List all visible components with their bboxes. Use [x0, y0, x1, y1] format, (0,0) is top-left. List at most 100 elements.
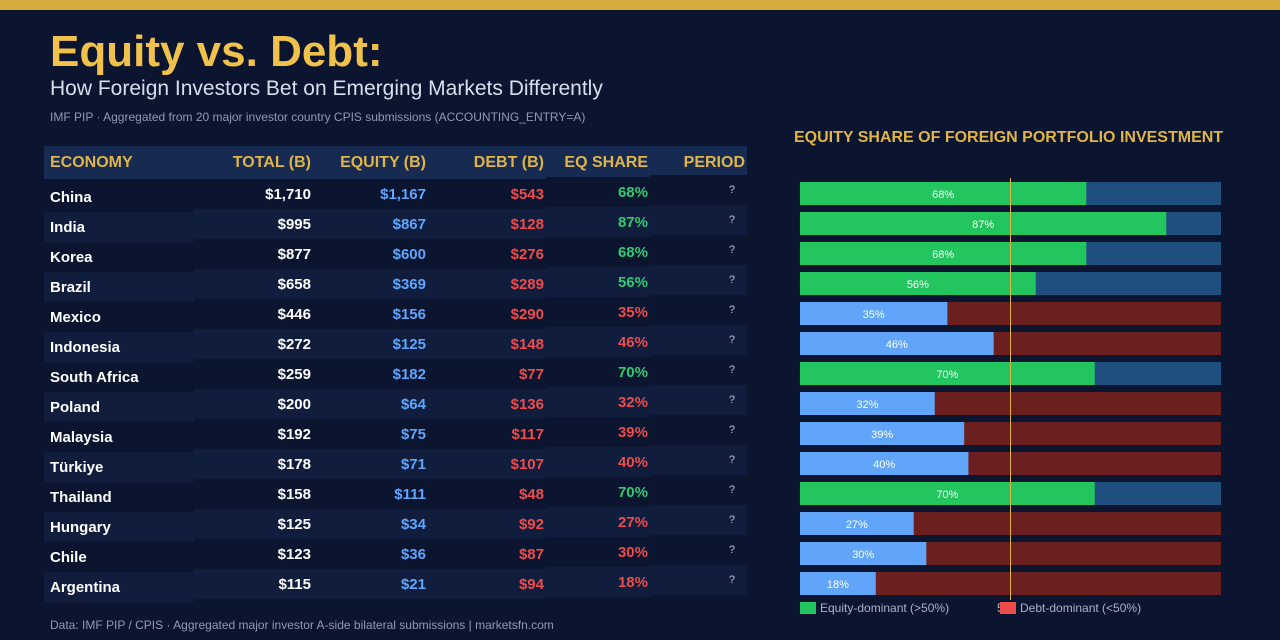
bar-equity-share — [800, 512, 914, 535]
cell-economy: Türkiye — [44, 452, 194, 482]
chart-title: EQUITY SHARE OF FOREIGN PORTFOLIO INVEST… — [794, 129, 1224, 146]
table-row: Poland $200 $64 $136 32%? — [44, 385, 747, 422]
cell-equity: $64 — [313, 389, 428, 419]
cell-debt: $87 — [428, 539, 546, 569]
cell-eq-share: 35% — [546, 297, 650, 327]
cell-equity: $156 — [313, 299, 428, 329]
cell-period: ? — [650, 505, 747, 535]
cell-period: ? — [650, 385, 747, 415]
cell-equity: $36 — [313, 539, 428, 569]
cell-period: ? — [650, 205, 747, 235]
column-header-total: TOTAL (B) — [194, 146, 313, 179]
bar-equity-share — [800, 542, 927, 565]
cell-total: $272 — [194, 329, 313, 359]
cell-economy: India — [44, 212, 194, 242]
cell-eq-share: 68% — [546, 237, 650, 267]
cell-period: ? — [650, 355, 747, 385]
bar-equity-share — [800, 452, 969, 475]
cell-total: $259 — [194, 359, 313, 389]
column-header-economy: ECONOMY — [44, 146, 194, 179]
cell-eq-share: 32% — [546, 387, 650, 417]
cell-economy: Chile — [44, 542, 194, 572]
cell-equity: $34 — [313, 509, 428, 539]
table-row: Indonesia $272 $125 $148 46%? — [44, 325, 747, 362]
cell-equity: $600 — [313, 239, 428, 269]
bar-equity-share — [800, 302, 948, 325]
bar-equity-share — [800, 362, 1095, 385]
cell-debt: $136 — [428, 389, 546, 419]
cell-total: $115 — [194, 569, 313, 599]
bar-data-label: 30% — [852, 549, 874, 561]
cell-economy: Hungary — [44, 512, 194, 542]
cell-debt: $77 — [428, 359, 546, 389]
cell-eq-share: 39% — [546, 417, 650, 447]
cell-period: ? — [650, 475, 747, 505]
cell-debt: $107 — [428, 449, 546, 479]
table-row: Türkiye $178 $71 $107 40%? — [44, 445, 747, 482]
cell-total: $995 — [194, 209, 313, 239]
cell-period: ? — [650, 175, 747, 205]
bar-data-label: 18% — [827, 579, 849, 591]
cell-period: ? — [650, 325, 747, 355]
bar-data-label: 40% — [873, 459, 895, 471]
cell-equity: $71 — [313, 449, 428, 479]
cell-economy: South Africa — [44, 362, 194, 392]
bar-equity-share — [800, 182, 1087, 205]
bar-data-label: 70% — [936, 489, 958, 501]
table-row: Thailand $158 $111 $48 70%? — [44, 475, 747, 512]
bar-equity-share — [800, 572, 876, 595]
cell-total: $446 — [194, 299, 313, 329]
bar-equity-share — [800, 212, 1167, 235]
cell-total: $1,710 — [194, 179, 313, 209]
cell-economy: Malaysia — [44, 422, 194, 452]
bar-data-label: 35% — [863, 309, 885, 321]
cell-eq-share: 87% — [546, 207, 650, 237]
cell-equity: $75 — [313, 419, 428, 449]
top-accent-bar — [0, 0, 1280, 10]
cell-economy: Argentina — [44, 572, 194, 602]
cell-eq-share: 40% — [546, 447, 650, 477]
bar-equity-share — [800, 332, 994, 355]
cell-eq-share: 18% — [546, 567, 650, 597]
cell-equity: $182 — [313, 359, 428, 389]
table-body: China $1,710 $1,167 $543 68%? India $995 $867 $1… — [44, 175, 747, 602]
cell-total: $877 — [194, 239, 313, 269]
table-row: Argentina $115 $21 $94 18%? — [44, 565, 747, 602]
cell-economy: Mexico — [44, 302, 194, 332]
legend-debt-swatch — [1000, 602, 1016, 614]
cell-period: ? — [650, 565, 747, 595]
cell-period: ? — [650, 535, 747, 565]
page-subtitle: How Foreign Investors Bet on Emerging Ma… — [50, 77, 603, 100]
table-row: China $1,710 $1,167 $543 68%? — [44, 175, 747, 212]
cell-total: $123 — [194, 539, 313, 569]
cell-equity: $21 — [313, 569, 428, 599]
cell-equity: $125 — [313, 329, 428, 359]
cell-debt: $148 — [428, 329, 546, 359]
bar-data-label: 68% — [932, 249, 954, 261]
investment-table: ECONOMY TOTAL (B) EQUITY (B) DEBT (B) EQ SHA… — [44, 146, 747, 602]
cell-period: ? — [650, 265, 747, 295]
cell-economy: China — [44, 182, 194, 212]
cell-debt: $94 — [428, 569, 546, 599]
bar-data-label: 56% — [907, 279, 929, 291]
cell-equity: $1,167 — [313, 179, 428, 209]
column-header-period: PERIOD — [650, 146, 747, 179]
cell-eq-share: 27% — [546, 507, 650, 537]
column-header-debt: DEBT (B) — [428, 146, 546, 179]
cell-debt: $92 — [428, 509, 546, 539]
bar-data-label: 32% — [856, 399, 878, 411]
cell-debt: $543 — [428, 179, 546, 209]
cell-period: ? — [650, 295, 747, 325]
cell-economy: Thailand — [44, 482, 194, 512]
bar-data-label: 39% — [871, 429, 893, 441]
bar-data-label: 68% — [932, 189, 954, 201]
source-note: IMF PIP · Aggregated from 20 major inves… — [50, 110, 586, 124]
cell-economy: Indonesia — [44, 332, 194, 362]
legend-equity-label: Equity-dominant (>50%) — [820, 601, 950, 615]
equity-share-bar-chart: 68% 87% 68% 56% 35% 46% 70% 32% 39% 40% 70% 27% 30% 1… — [800, 178, 1221, 600]
cell-debt: $48 — [428, 479, 546, 509]
bar-equity-share — [800, 482, 1095, 505]
legend-equity-swatch — [800, 602, 816, 614]
table-row: Brazil $658 $369 $289 56%? — [44, 265, 747, 302]
cell-eq-share: 68% — [546, 177, 650, 207]
